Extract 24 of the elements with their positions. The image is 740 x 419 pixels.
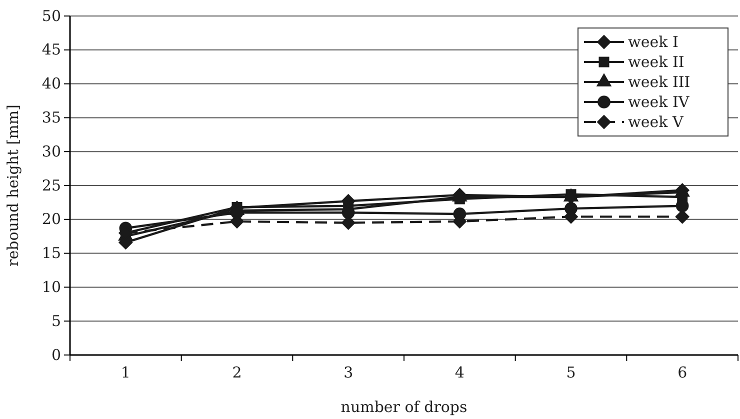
x-tick-label: 6 <box>678 364 688 382</box>
legend-label: week V <box>628 113 684 131</box>
x-tick-label: 4 <box>454 364 464 382</box>
x-tick-label: 3 <box>344 364 354 382</box>
y-tick-label: 15 <box>42 244 61 262</box>
legend-label: week IV <box>628 93 690 111</box>
x-tick-label: 1 <box>120 364 130 382</box>
y-tick-label: 50 <box>42 6 61 25</box>
y-tick-label: 30 <box>42 142 61 160</box>
x-tick-label: 2 <box>232 364 242 382</box>
legend-label: week III <box>628 73 690 91</box>
x-axis-title: number of drops <box>340 398 468 416</box>
y-tick-label: 20 <box>42 210 61 228</box>
legend-label: week I <box>628 33 678 51</box>
y-tick-label: 45 <box>42 40 61 59</box>
y-tick-label: 0 <box>51 346 61 364</box>
y-tick-label: 10 <box>42 278 61 296</box>
y-tick-label: 40 <box>42 74 61 93</box>
y-tick-label: 35 <box>42 108 61 126</box>
x-tick-label: 5 <box>566 364 576 382</box>
y-axis-title: rebound height [mm] <box>4 104 22 266</box>
legend-label: week II <box>628 53 684 71</box>
y-tick-label: 25 <box>42 176 61 194</box>
y-tick-label: 5 <box>51 312 61 330</box>
